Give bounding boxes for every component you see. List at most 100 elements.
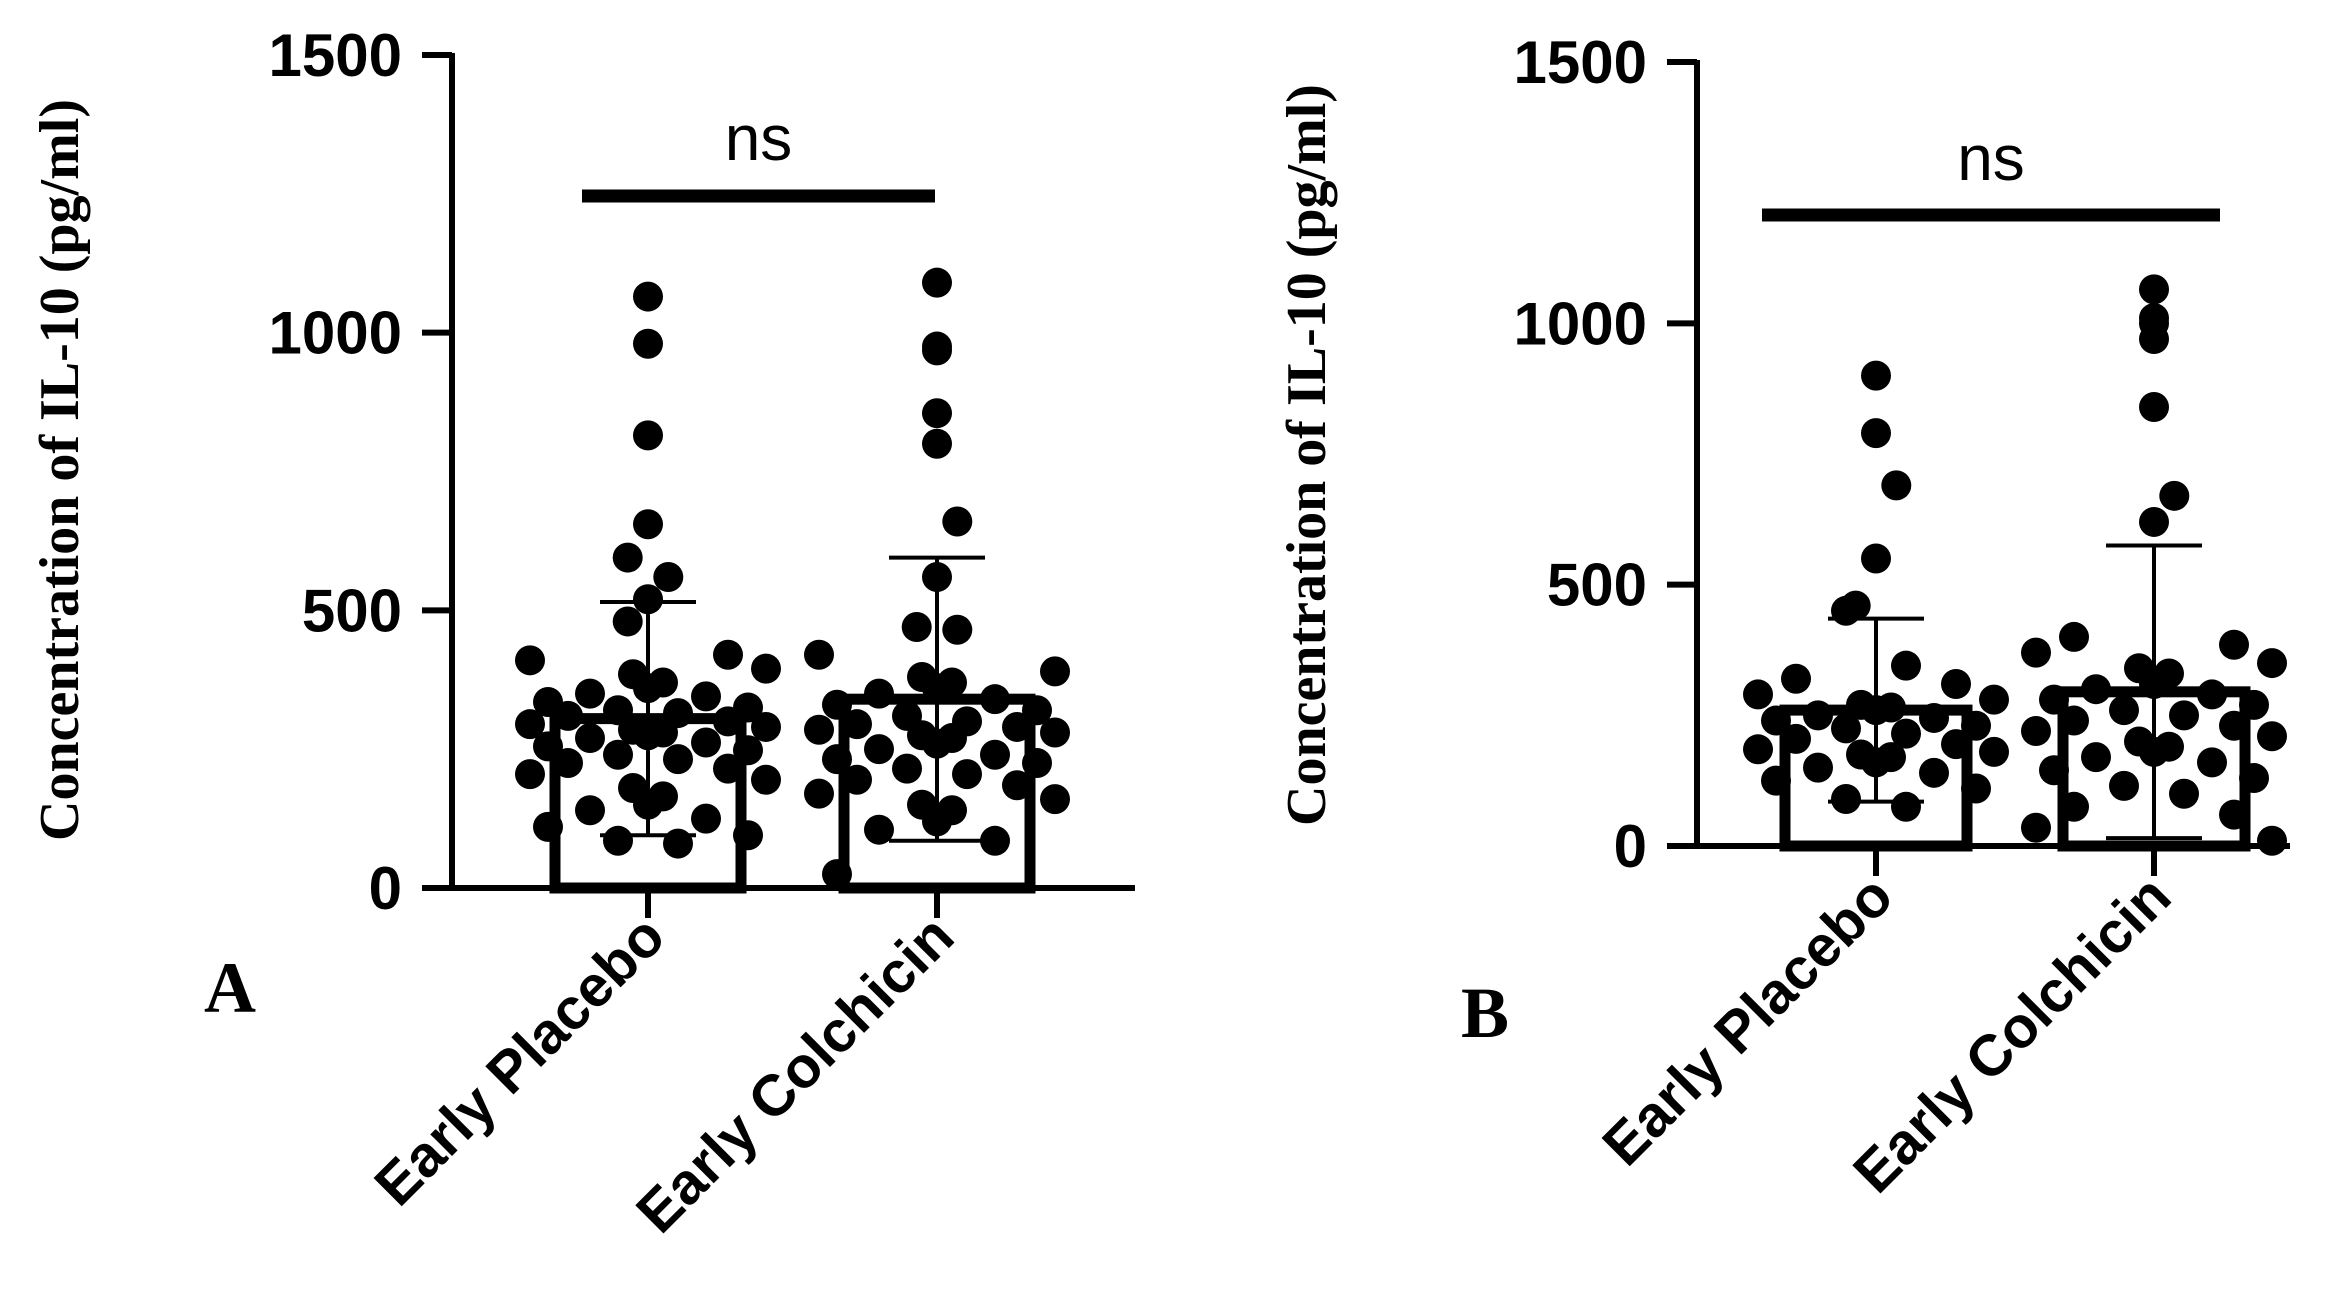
- data-point: [1979, 736, 2009, 767]
- data-point: [575, 678, 605, 709]
- significance-label: ns: [1957, 122, 2025, 194]
- data-point: [804, 778, 834, 809]
- y-tick-label: 1000: [269, 300, 402, 367]
- data-point: [653, 562, 684, 593]
- data-point: [633, 584, 663, 615]
- data-point: [1761, 705, 1791, 736]
- data-point: [603, 825, 633, 856]
- data-point: [633, 281, 663, 312]
- data-point: [822, 689, 852, 720]
- data-point: [2081, 674, 2111, 705]
- data-point: [1891, 791, 1921, 822]
- panel-letter: B: [1461, 973, 1509, 1053]
- panel-b: 0 500 1000 1500 Concentration of IL-10 (pg/m…: [1276, 29, 2290, 1205]
- data-point: [691, 681, 721, 712]
- data-point: [1761, 765, 1791, 796]
- data-point: [515, 645, 545, 676]
- data-point: [2139, 506, 2169, 537]
- x-category-label: Early Placebo: [362, 903, 677, 1218]
- data-point: [2257, 825, 2287, 856]
- data-point: [1743, 679, 1773, 710]
- data-point: [2257, 648, 2287, 679]
- data-point: [2139, 736, 2169, 767]
- data-point: [980, 739, 1010, 770]
- panel-letter: A: [204, 948, 256, 1028]
- data-point: [901, 611, 932, 642]
- data-point: [1941, 729, 1971, 760]
- data-point: [663, 744, 693, 775]
- data-point: [1861, 747, 1891, 778]
- data-point: [980, 684, 1010, 715]
- data-point: [1002, 770, 1032, 801]
- data-point: [822, 859, 852, 890]
- data-point: [713, 706, 743, 737]
- data-point: [804, 639, 834, 670]
- data-point: [1891, 650, 1921, 681]
- data-point: [942, 506, 973, 537]
- data-point: [553, 748, 583, 779]
- data-point: [713, 639, 743, 670]
- data-point: [892, 753, 922, 784]
- data-point: [2139, 391, 2169, 422]
- data-point: [663, 828, 693, 859]
- data-point: [1803, 752, 1833, 783]
- data-point: [2197, 747, 2227, 778]
- y-tick-label: 1000: [1514, 290, 1647, 357]
- data-point: [1022, 748, 1052, 779]
- data-point: [1040, 656, 1070, 687]
- data-point: [1781, 723, 1811, 754]
- data-point: [691, 803, 721, 834]
- y-tick-label: 1500: [1514, 29, 1647, 96]
- data-point: [533, 811, 563, 842]
- data-point: [1002, 711, 1032, 742]
- data-point: [691, 727, 721, 758]
- data-point: [2139, 274, 2169, 305]
- data-point: [804, 714, 834, 745]
- data-point: [922, 728, 952, 759]
- data-point: [922, 428, 952, 459]
- data-point: [842, 764, 872, 795]
- data-point: [2021, 716, 2051, 747]
- data-point: [751, 764, 781, 795]
- x-category-label: Early Placebo: [1590, 863, 1905, 1178]
- data-point: [2239, 689, 2269, 720]
- data-point: [1941, 668, 1971, 699]
- data-point: [633, 673, 663, 704]
- data-point: [1919, 757, 1949, 788]
- data-point: [2039, 755, 2069, 786]
- data-point: [2219, 710, 2249, 741]
- data-point: [612, 606, 643, 637]
- data-point: [633, 509, 663, 540]
- y-tick-label: 500: [1547, 552, 1647, 619]
- data-point: [633, 789, 663, 820]
- data-point: [2039, 684, 2069, 715]
- y-axis-label: Concentration of IL-10 (pg/ml): [1276, 84, 1338, 826]
- data-point: [922, 335, 952, 366]
- data-point: [553, 700, 583, 731]
- data-point: [1743, 734, 1773, 765]
- data-point: [1861, 418, 1891, 449]
- data-point: [515, 709, 545, 740]
- data-point: [2257, 721, 2287, 752]
- data-point: [922, 562, 952, 593]
- data-point: [533, 731, 563, 762]
- data-point: [1891, 718, 1921, 749]
- data-point: [842, 709, 872, 740]
- data-point: [2109, 695, 2139, 726]
- data-point: [2159, 480, 2190, 511]
- data-point: [864, 734, 894, 765]
- data-point: [2059, 705, 2089, 736]
- data-point: [2021, 637, 2051, 668]
- data-point: [2139, 324, 2169, 355]
- data-point: [1961, 710, 1991, 741]
- data-point: [2239, 763, 2269, 794]
- data-point: [2219, 629, 2249, 660]
- data-point: [1861, 360, 1891, 391]
- data-point: [633, 720, 663, 751]
- data-point: [1040, 717, 1070, 748]
- data-point: [713, 753, 743, 784]
- data-point: [922, 398, 952, 429]
- data-point: [2219, 799, 2249, 830]
- data-point: [733, 735, 763, 766]
